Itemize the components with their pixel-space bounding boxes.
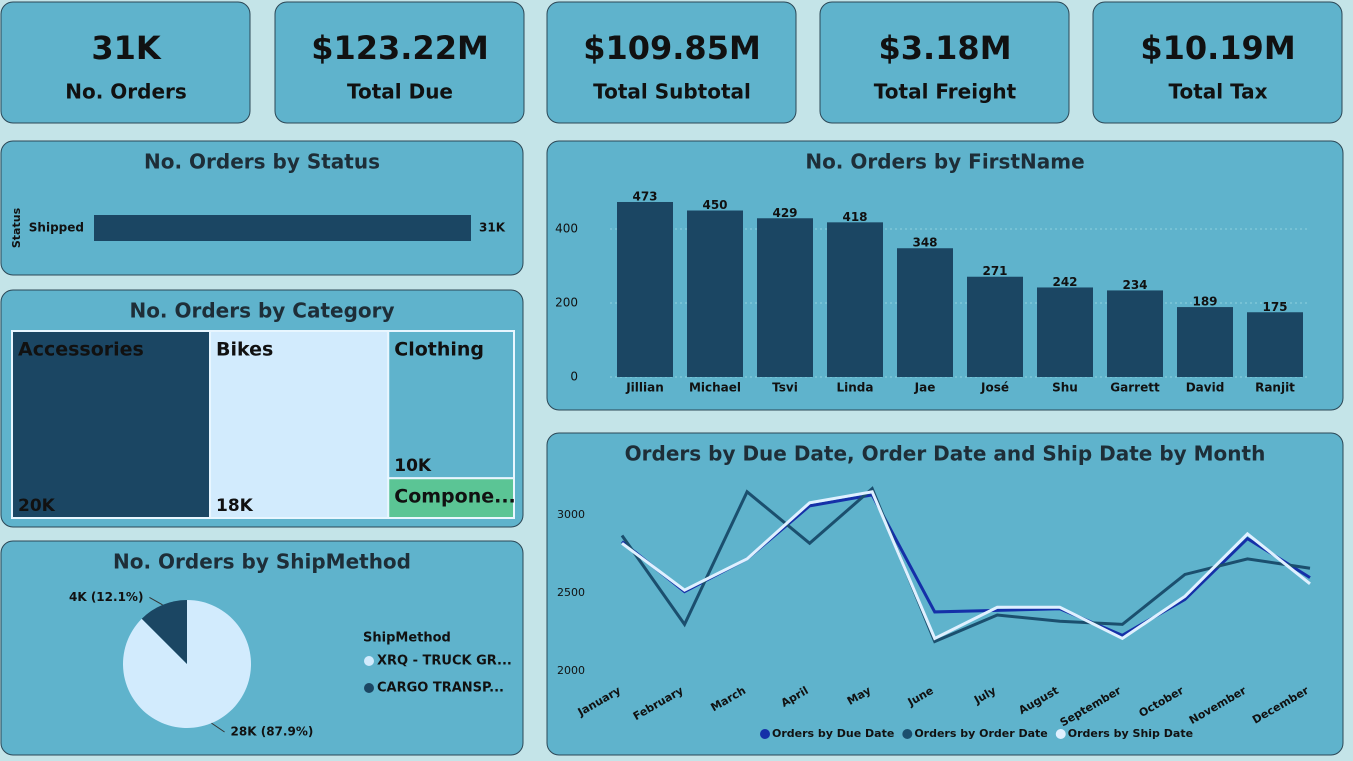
pie-slice [123,600,252,728]
chart-title: No. Orders by ShipMethod [113,550,411,574]
legend-label: XRQ - TRUCK GR... [377,654,512,669]
chart-title: No. Orders by FirstName [805,150,1084,174]
chart-title: No. Orders by Category [129,299,394,323]
panel [546,1,797,124]
x-tick-label: Tsvi [772,381,798,395]
kpi-label: Total Subtotal [593,80,751,104]
panel [0,1,251,124]
x-tick-label: Jae [914,381,936,395]
chart-title: No. Orders by Status [144,150,380,174]
tile-label: Bikes [216,339,273,361]
legend-label: Orders by Due Date [772,727,894,740]
chart-title: Orders by Due Date, Order Date and Ship … [625,442,1266,466]
bar [827,222,883,377]
data-label: 348 [912,236,937,250]
treemap-tile [387,477,516,519]
data-label: 271 [982,264,1007,278]
bar [687,210,743,377]
bar [617,201,673,377]
panel [819,1,1070,124]
panel [0,540,524,756]
legend-label: Orders by Order Date [914,727,1047,740]
legend-marker [364,683,374,693]
x-tick-label: Shu [1052,381,1078,395]
data-label: 31K [479,221,506,235]
data-label: 234 [1122,278,1147,292]
panel [0,140,524,276]
legend-marker [364,656,374,666]
x-tick-label: Ranjit [1255,381,1295,395]
bar [897,248,953,377]
bar [94,215,471,241]
panel [546,432,1344,756]
data-label: 28K (87.9%) [231,725,314,739]
legend-label: Orders by Ship Date [1068,727,1193,740]
panel [274,1,525,124]
series-line [620,486,1311,644]
y-tick-label: 2500 [557,586,585,599]
data-label: 189 [1192,295,1217,309]
data-label: 450 [702,198,727,212]
kpi-label: No. Orders [65,80,187,104]
bar [967,276,1023,377]
x-tick-label: David [1186,381,1225,395]
y-tick-label: 0 [570,370,578,384]
tile-value: 10K [394,456,432,476]
tile-value: 18K [216,496,254,516]
data-label: 473 [632,189,657,203]
y-tick-label: 3000 [557,508,585,521]
tile-label: Clothing [394,339,484,361]
legend-title: ShipMethod [363,631,451,646]
kpi-value: $3.18M [878,29,1011,67]
x-tick-label: Linda [837,381,874,395]
bar [1177,307,1233,377]
tile-label: Compone... [394,486,516,508]
bar [1247,312,1303,377]
kpi-label: Total Freight [874,80,1017,104]
treemap-tile [11,330,212,519]
kpi-value: $123.22M [311,29,489,67]
legend-marker [760,729,770,739]
bar [757,218,813,377]
series-line [621,490,1311,641]
leader-line [149,597,163,606]
y-tick-label: 200 [555,296,578,310]
data-label: 242 [1052,275,1077,289]
data-label: 429 [772,206,797,220]
kpi-label: Total Due [347,80,453,104]
x-tick-label: Garrett [1110,381,1160,395]
legend-marker [902,729,913,739]
kpi-value: 31K [91,29,162,67]
x-tick-label: José [980,381,1009,395]
treemap-tile [387,330,516,480]
tile-label: Accessories [18,339,144,361]
kpi-value: $10.19M [1140,29,1295,67]
bar [1107,290,1163,377]
data-label: 418 [842,210,867,224]
y-tick-label: 2000 [557,664,585,677]
leader-line [211,722,225,733]
tile-value: 20K [18,496,56,516]
treemap-tile [209,330,390,519]
category-label: Shipped [29,221,84,235]
y-axis-title: Status [10,207,23,248]
data-label: 175 [1262,300,1287,314]
legend-label: CARGO TRANSP... [377,681,504,696]
data-label: 4K (12.1%) [69,590,143,604]
panel [1092,1,1343,124]
bar [1037,287,1093,377]
x-tick-label: Michael [689,381,741,395]
kpi-value: $109.85M [583,29,761,67]
kpi-label: Total Tax [1168,80,1267,104]
legend-marker [1055,729,1066,739]
x-tick-label: Jillian [625,381,664,395]
pie-slice [141,600,187,664]
y-tick-label: 400 [555,222,578,236]
